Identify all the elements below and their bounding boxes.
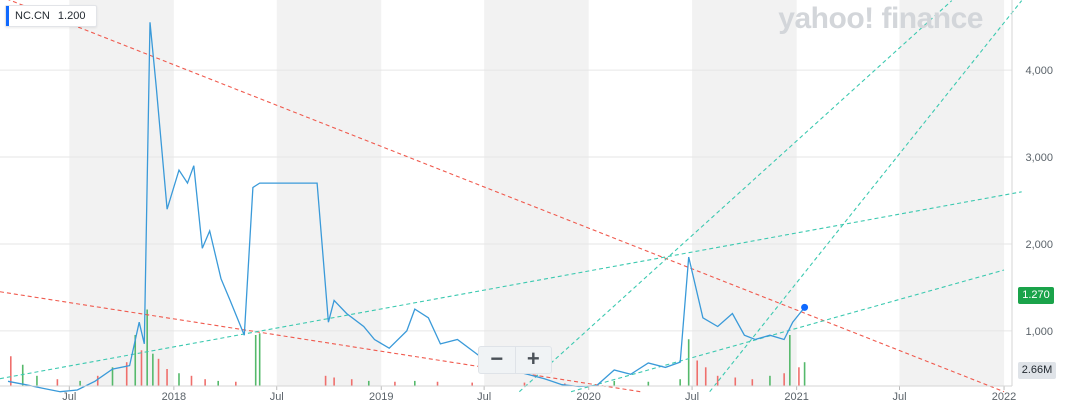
zoom-out-button[interactable]: − — [490, 346, 504, 371]
y-tick-label: 1,000 — [1025, 326, 1053, 338]
volume-bar — [751, 379, 754, 386]
volume-bar — [414, 380, 416, 386]
volume-bar — [696, 360, 699, 386]
volume-bar — [367, 380, 370, 386]
volume-bar — [217, 380, 219, 386]
ticker-color-swatch — [6, 6, 9, 26]
volume-bar — [769, 375, 771, 386]
volume-bar — [716, 375, 719, 386]
x-tick-label: Jul — [270, 391, 284, 403]
band — [899, 0, 1005, 386]
x-axis: Jul 2018 Jul 2019 Jul 2020 Jul 2021 Jul 2022 — [62, 386, 1016, 403]
volume-bar — [140, 350, 143, 386]
volume-bar — [56, 379, 59, 386]
volume-bar — [166, 369, 168, 386]
volume-bar — [471, 382, 473, 386]
volume-bar — [803, 362, 806, 386]
volume-bar — [679, 379, 681, 386]
volume-bar — [734, 377, 737, 386]
ticker-symbol: NC.CN — [15, 10, 50, 22]
band — [69, 0, 174, 386]
volume-bars — [9, 309, 806, 386]
band — [692, 0, 797, 386]
zoom-controls: − + — [478, 346, 552, 374]
volume-bar — [146, 309, 148, 386]
y-tick-label: 3,000 — [1025, 152, 1053, 164]
ticker-value: 1.200 — [57, 10, 86, 22]
trendline-red — [0, 291, 641, 393]
last-price-badge: 1.270 — [1018, 287, 1054, 304]
volume-bar — [789, 335, 791, 386]
y-tick-label: 2,000 — [1025, 239, 1053, 251]
volume-bar — [333, 377, 335, 386]
volume-bar — [704, 367, 707, 386]
x-tick-label: 2019 — [369, 391, 393, 403]
volume-bar — [523, 382, 526, 386]
volume-bar — [157, 358, 160, 386]
volume-bar — [21, 364, 24, 386]
volume-bar — [134, 335, 137, 386]
volume-bar — [79, 380, 81, 386]
y-tick-label: 4,000 — [1025, 65, 1053, 77]
zoom-in-button[interactable]: + — [526, 346, 540, 371]
ticker-legend[interactable]: NC.CN 1.200 — [5, 5, 98, 27]
x-tick-label: Jul — [892, 391, 906, 403]
volume-bar — [613, 380, 616, 386]
x-tick-label: 2018 — [162, 391, 186, 403]
volume-bar — [258, 333, 261, 386]
x-tick-label: 2022 — [992, 391, 1016, 403]
x-tick-label: 2021 — [784, 391, 808, 403]
x-tick-label: 2020 — [576, 391, 600, 403]
zoom-divider — [514, 347, 516, 373]
volume-bar — [798, 367, 800, 386]
x-tick-label: Jul — [477, 391, 491, 403]
trendlines — [0, 0, 1023, 393]
price-line — [7, 22, 806, 393]
alternating-bands — [69, 0, 1005, 386]
volume-bar — [204, 379, 206, 386]
volume-bar — [36, 375, 38, 386]
last-price-point — [801, 303, 809, 311]
volume-bar — [350, 379, 353, 386]
trendline-teal — [0, 191, 1022, 380]
volume-bar — [436, 381, 439, 386]
volume-bar — [235, 381, 237, 386]
volume-max-badge: 2.66M — [1018, 362, 1056, 379]
trendline-red — [7, 0, 1005, 393]
volume-bar — [687, 339, 690, 386]
volume-bar — [647, 381, 650, 386]
x-tick-label: Jul — [62, 391, 76, 403]
x-tick-label: Jul — [685, 391, 699, 403]
volume-bar — [9, 356, 12, 386]
volume-bar — [324, 375, 327, 386]
yahoo-finance-logo: yahoo! finance — [778, 2, 983, 35]
volume-bar — [190, 375, 193, 386]
volume-bar — [178, 373, 180, 386]
volume-bar — [394, 381, 396, 386]
trendline-teal — [518, 0, 953, 393]
volume-bar — [96, 375, 99, 386]
volume-bar — [254, 335, 257, 386]
trendline-teal — [709, 0, 1023, 393]
volume-bar — [125, 362, 128, 386]
trendline-teal — [570, 269, 1005, 393]
volume-bar — [783, 373, 785, 386]
volume-bar — [152, 353, 154, 386]
band — [484, 0, 589, 386]
y-axis: 1,000 2,000 3,000 4,000 — [0, 0, 1053, 387]
volume-bar — [111, 367, 114, 386]
horizontal-gridlines — [0, 69, 1012, 332]
price-series — [7, 22, 809, 393]
